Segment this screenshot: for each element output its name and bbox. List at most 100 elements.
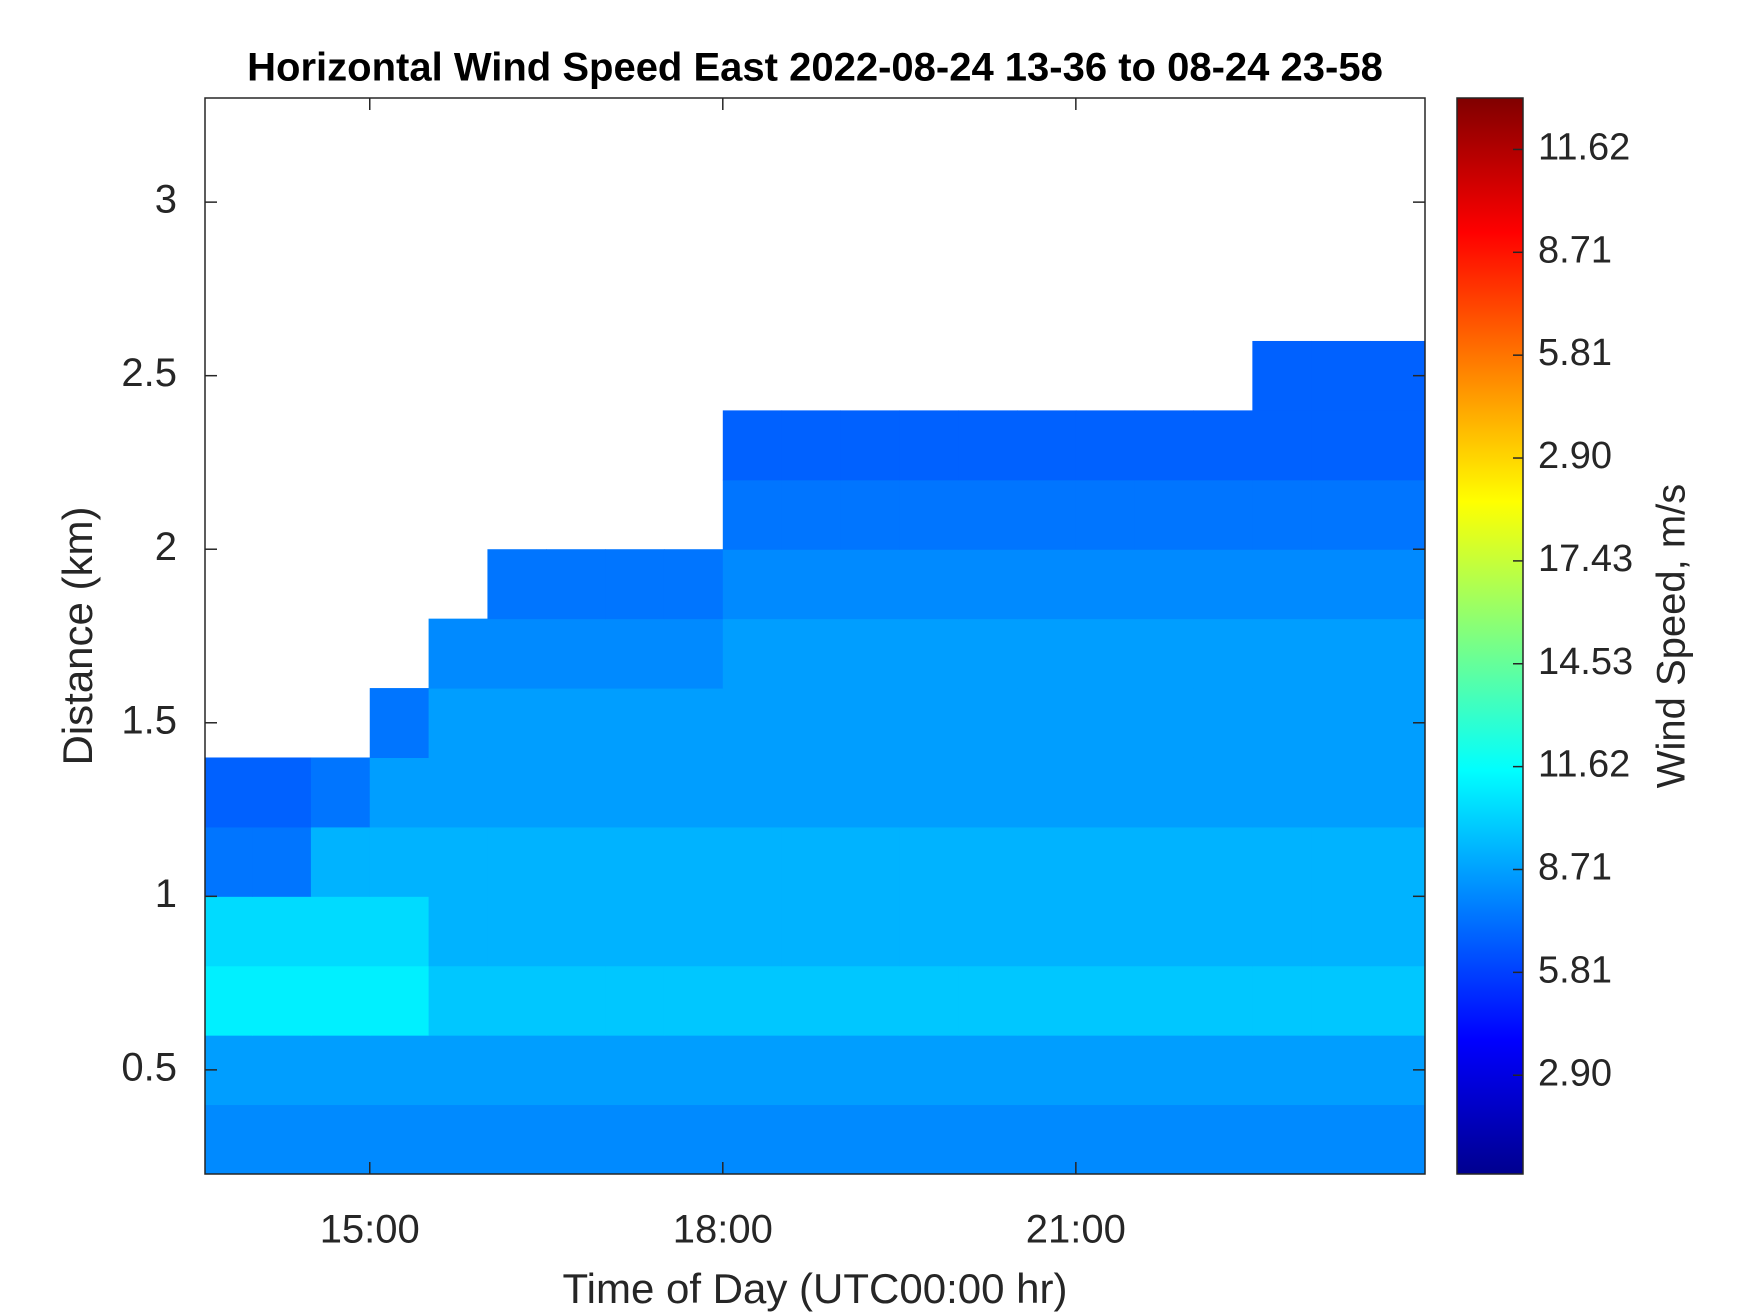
heatmap-cell (840, 757, 900, 828)
heatmap-cell (605, 757, 665, 828)
heatmap-cell (487, 688, 547, 758)
heatmap-cell (1252, 826, 1312, 897)
heatmap-cell (1311, 340, 1371, 411)
heatmap-cell (1134, 757, 1195, 828)
heatmap-cell (252, 826, 312, 897)
heatmap-cell (428, 896, 488, 967)
heatmap-cell (487, 549, 547, 620)
heatmap-cell (1075, 479, 1136, 550)
heatmap-cell (722, 1104, 783, 1174)
heatmap-cell (722, 1035, 783, 1106)
heatmap-cell (840, 410, 900, 481)
heatmap-cell (1252, 479, 1312, 550)
heatmap-cell (840, 1035, 900, 1106)
heatmap-cell (1075, 1035, 1136, 1106)
heatmap-cell (605, 1104, 665, 1174)
heatmap-cell (310, 965, 371, 1036)
heatmap-cell (546, 965, 606, 1036)
heatmap-cell (1252, 1035, 1312, 1106)
heatmap-cell (781, 965, 841, 1036)
y-tick-label: 2 (155, 525, 177, 569)
heatmap-cell (1134, 826, 1195, 897)
colorbar-tick-label: 5.81 (1538, 949, 1612, 991)
heatmap-cell (958, 826, 1018, 897)
heatmap-cell (899, 965, 959, 1036)
colorbar-tick-label: 2.90 (1538, 435, 1612, 477)
heatmap-cell (840, 549, 900, 620)
heatmap-cell (899, 1035, 959, 1106)
heatmap-cell (1075, 549, 1136, 620)
heatmap-cell (205, 896, 253, 967)
heatmap-cell (605, 826, 665, 897)
heatmap-cell (369, 1035, 430, 1106)
heatmap-cell (958, 688, 1018, 758)
heatmap-cell (1016, 757, 1077, 828)
heatmap-cell (1075, 826, 1136, 897)
heatmap-cell (1370, 757, 1425, 828)
heatmap-cell (840, 896, 900, 967)
heatmap-cell (252, 1104, 312, 1174)
heatmap-cell (1311, 410, 1371, 481)
heatmap-cell (1134, 1104, 1195, 1174)
heatmap-cell (1193, 826, 1253, 897)
heatmap-cell (722, 618, 783, 689)
heatmap-cell (1311, 757, 1371, 828)
heatmap-cell (205, 826, 253, 897)
heatmap-cell (840, 1104, 900, 1174)
heatmap-cell (1075, 965, 1136, 1036)
heatmap-cell (252, 896, 312, 967)
heatmap-cell (605, 965, 665, 1036)
heatmap-cell (1193, 757, 1253, 828)
heatmap-cell (1075, 688, 1136, 758)
colorbar-tick-label: 11.62 (1538, 744, 1630, 786)
heatmap-cell (1370, 896, 1425, 967)
heatmap-cell (1075, 1104, 1136, 1174)
heatmap-cell (1370, 479, 1425, 550)
heatmap-cell (958, 965, 1018, 1036)
heatmap-cell (1252, 618, 1312, 689)
heatmap-cell (1075, 410, 1136, 481)
heatmap-cell (899, 618, 959, 689)
heatmap-cell (1252, 965, 1312, 1036)
heatmap-cell (722, 688, 783, 758)
heatmap-cell (722, 757, 783, 828)
colorbar (1456, 97, 1524, 1175)
heatmap-cell (722, 479, 783, 550)
heatmap-cell (781, 479, 841, 550)
heatmap-cell (840, 826, 900, 897)
heatmap-cell (369, 826, 430, 897)
heatmap-cell (252, 1035, 312, 1106)
heatmap-cell (428, 826, 488, 897)
heatmap-cell (487, 965, 547, 1036)
heatmap-cell (428, 757, 488, 828)
heatmap-cell (1252, 410, 1312, 481)
heatmap-cell (1252, 688, 1312, 758)
heatmap-cell (840, 618, 900, 689)
heatmap-cell (1134, 965, 1195, 1036)
heatmap-cell (1016, 1104, 1077, 1174)
heatmap-cell (781, 826, 841, 897)
heatmap-cell (428, 1104, 488, 1174)
heatmap-cell (1016, 688, 1077, 758)
heatmap-cell (546, 549, 606, 620)
heatmap-cell (899, 757, 959, 828)
heatmap-cell (310, 896, 371, 967)
heatmap-cell (252, 965, 312, 1036)
heatmap-cell (369, 688, 430, 758)
heatmap-cell (605, 618, 665, 689)
heatmap-cell (369, 965, 430, 1036)
y-tick-label: 1.5 (121, 698, 177, 742)
heatmap-cell (369, 896, 430, 967)
heatmap-cell (205, 1035, 253, 1106)
heatmap-cell (663, 1104, 724, 1174)
heatmap-cell (1311, 896, 1371, 967)
heatmap-cell (899, 479, 959, 550)
heatmap-cell (1252, 896, 1312, 967)
heatmap-cell (428, 688, 488, 758)
heatmap-cell (1016, 896, 1077, 967)
heatmap-cell (722, 410, 783, 481)
heatmap-cell (958, 896, 1018, 967)
x-axis-label: Time of Day (UTC00:00 hr) (563, 1265, 1068, 1312)
heatmap-cell (1075, 896, 1136, 967)
heatmap-cell (899, 896, 959, 967)
